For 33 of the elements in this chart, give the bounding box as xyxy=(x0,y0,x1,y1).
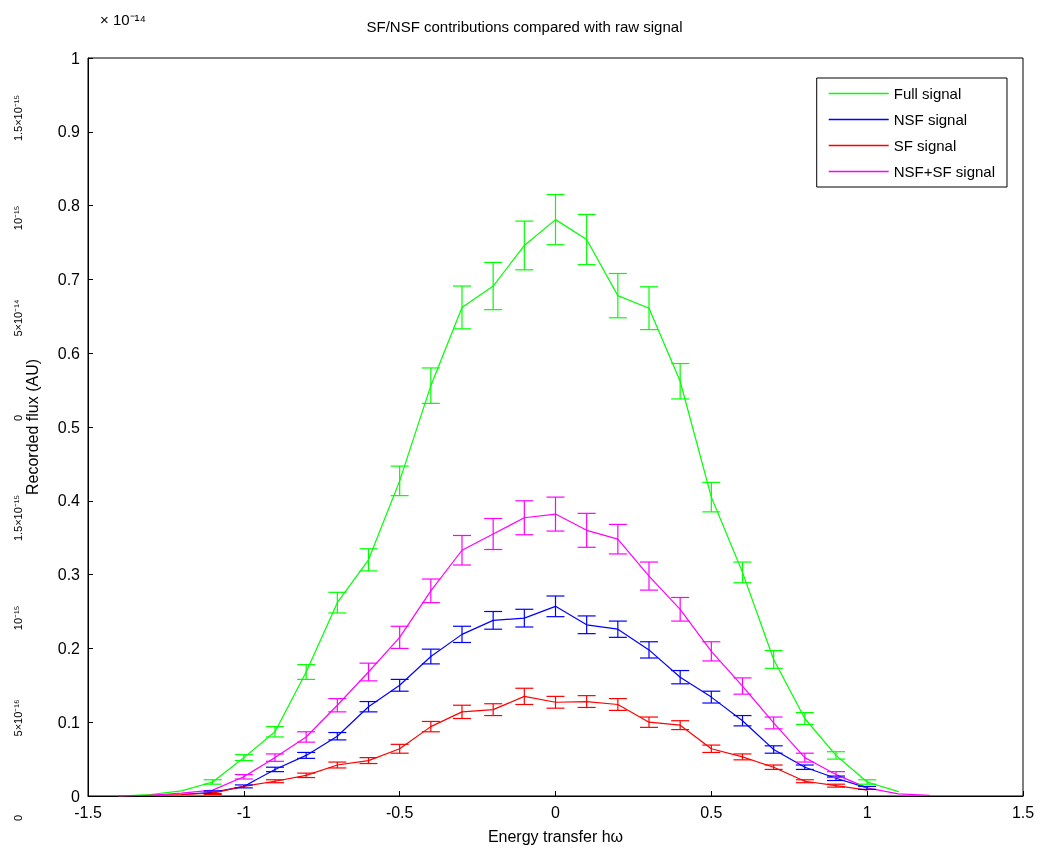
text: 10⁻¹⁵ xyxy=(12,605,24,631)
chart-title: SF/NSF contributions compared with raw signal xyxy=(366,18,683,35)
y-tick-label: 1 xyxy=(71,49,81,67)
y-tick-label: 0.7 xyxy=(57,270,81,288)
legend-label: NSF+SF signal xyxy=(893,163,996,180)
legend-label: Full signal xyxy=(893,85,962,102)
legend-label: SF signal xyxy=(893,137,957,154)
legend-label: NSF signal xyxy=(893,111,968,128)
y-tick-label: 0.1 xyxy=(57,713,81,731)
y-tick-label: 0.4 xyxy=(57,492,81,510)
y-tick-label: 0.9 xyxy=(57,123,81,141)
y-tick-label: 0.2 xyxy=(57,639,81,657)
x-tick-label: 0.5 xyxy=(700,803,723,821)
text: 1.5×10⁻¹⁵ xyxy=(12,494,24,542)
x-tick-label: -1.5 xyxy=(74,803,102,821)
y-tick-label: 0.6 xyxy=(57,344,81,362)
y-tick-label: 0.5 xyxy=(57,418,81,436)
text: 1.5×10⁻¹⁵ xyxy=(12,94,24,142)
y-tick-label: 0 xyxy=(71,787,81,805)
y-tick-label: 0.3 xyxy=(57,566,81,584)
y-axis-title: Recorded flux (AU) xyxy=(23,358,41,496)
text: × 10⁻¹⁴ xyxy=(100,11,147,28)
x-tick-label: 0 xyxy=(551,803,561,821)
text: 5×10⁻¹⁴ xyxy=(12,299,24,337)
text: 0 xyxy=(12,414,24,422)
x-tick-label: -0.5 xyxy=(385,803,414,821)
x-tick-label: -1 xyxy=(236,803,252,821)
x-tick-label: 1 xyxy=(862,803,872,821)
text: 5×10⁻¹⁶ xyxy=(12,699,24,737)
x-axis-title: Energy transfer hω xyxy=(487,827,624,845)
y-tick-label: 0.8 xyxy=(57,197,81,215)
x-tick-label: 1.5 xyxy=(1011,803,1035,821)
text: 10⁻¹⁵ xyxy=(12,205,24,231)
